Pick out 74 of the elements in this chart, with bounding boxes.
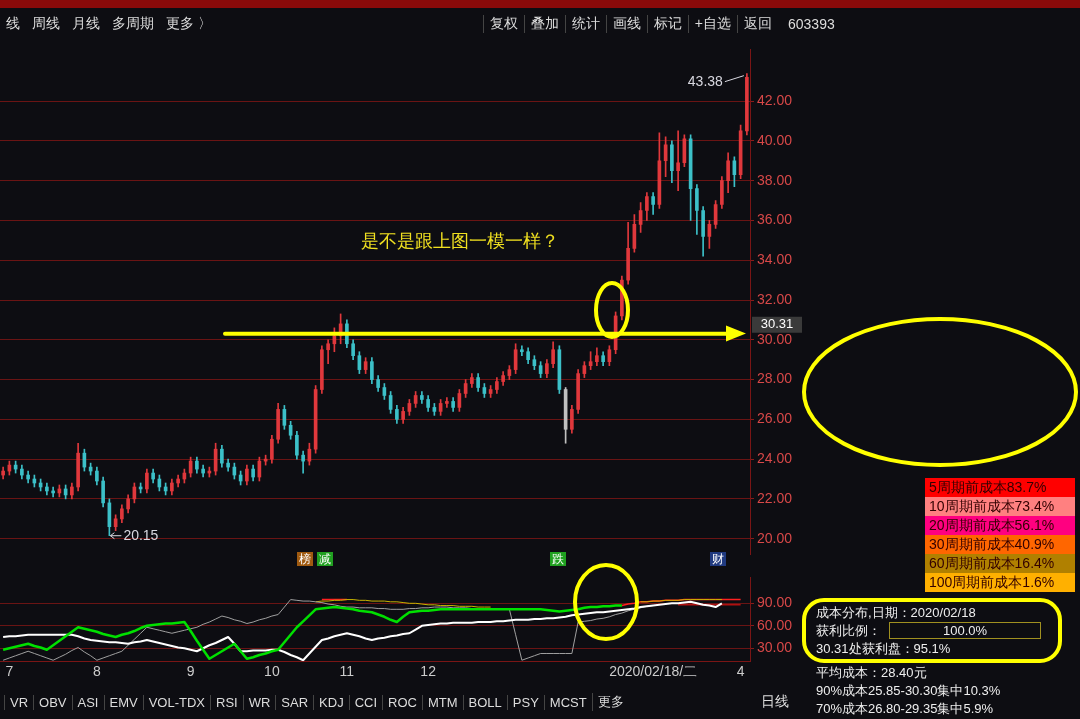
- y-tick-label: 90.00: [757, 594, 793, 611]
- x-tick-label: 8: [92, 663, 101, 680]
- category-label: 60周期前成本16.4%: [925, 554, 1075, 573]
- text: PSY: [506, 694, 544, 710]
- annotation: 榜: [299, 552, 311, 567]
- y-tick-label: 22.00: [757, 489, 793, 506]
- text: BOLL: [462, 694, 507, 710]
- text: ROC: [382, 694, 422, 710]
- text: 70%成本26.80-29.35集中5.9%: [816, 700, 995, 718]
- category-label: 20周期前成本56.1%: [925, 516, 1075, 535]
- text: +自选: [687, 15, 737, 33]
- text: MTM: [421, 694, 463, 710]
- annotation: 减: [319, 552, 331, 567]
- text: 平均成本：28.40元: [816, 664, 928, 682]
- annotation: 43.38: [687, 72, 724, 89]
- y-tick-label: 26.00: [757, 410, 793, 427]
- text: KDJ: [313, 694, 349, 710]
- y-tick-label: 28.00: [757, 370, 793, 387]
- x-tick-label: 10: [264, 663, 280, 680]
- category-label: 10周期前成本73.4%: [925, 497, 1075, 516]
- category-label: 5周期前成本83.7%: [925, 478, 1075, 497]
- text: 统计: [564, 15, 606, 33]
- text: 多周期: [111, 15, 155, 33]
- y-tick-label: 30.00: [757, 639, 793, 656]
- y-tick-label: 40.00: [757, 131, 793, 148]
- x-tick-label: 2020/02/18/二: [609, 663, 698, 680]
- text: 复权: [482, 15, 524, 33]
- x-tick-label: 7: [5, 663, 14, 680]
- text: 更多: [591, 693, 629, 711]
- ref-line-label: 30.31: [760, 316, 794, 332]
- text: 100.0%: [889, 622, 1041, 639]
- annotation: 是不是跟上图一模一样？: [361, 230, 559, 251]
- text: ASI: [71, 694, 104, 710]
- y-tick-label: 32.00: [757, 290, 793, 307]
- text: OBV: [33, 694, 72, 710]
- text: 周线: [31, 15, 61, 33]
- text: 成本分布,日期：2020/02/18: [816, 604, 977, 622]
- text: VR: [4, 694, 34, 710]
- text: SAR: [275, 694, 314, 710]
- text: 返回: [737, 15, 778, 33]
- text: VOL-TDX: [142, 694, 211, 710]
- x-tick-label: 12: [420, 663, 437, 680]
- y-tick-label: 34.00: [757, 251, 793, 268]
- text: 获利比例：: [816, 623, 881, 638]
- text: 画线: [605, 15, 647, 33]
- x-tick-label: 9: [186, 663, 195, 680]
- text: 月线: [71, 15, 101, 33]
- annotation: 财: [712, 552, 724, 567]
- y-tick-label: 24.00: [757, 449, 793, 466]
- text: WR: [242, 694, 276, 710]
- text: EMV: [103, 694, 143, 710]
- y-tick-label: 30.00: [757, 330, 793, 347]
- text: MCST: [543, 694, 592, 710]
- text: CCI: [348, 694, 383, 710]
- annotation: 跌: [552, 552, 564, 567]
- text: 标记: [646, 15, 688, 33]
- category-label: 30周期前成本40.9%: [925, 535, 1075, 554]
- y-tick-label: 38.00: [757, 171, 793, 188]
- y-tick-label: 42.00: [757, 91, 793, 108]
- y-tick-label: 60.00: [757, 616, 793, 633]
- text: 90%成本25.85-30.30集中10.3%: [816, 682, 1002, 700]
- text: 30.31处获利盘：95.1%: [816, 640, 952, 658]
- y-tick-label: 36.00: [757, 211, 793, 228]
- text: 叠加: [523, 15, 565, 33]
- x-tick-label: 11: [339, 663, 355, 680]
- annotation: 20.15: [123, 526, 159, 543]
- y-tick-label: 20.00: [757, 529, 793, 546]
- text: 线: [5, 15, 21, 33]
- text: RSI: [210, 694, 243, 710]
- category-label: 100周期前成本1.6%: [925, 573, 1075, 592]
- text: 更多 〉: [165, 15, 213, 33]
- text: 日线: [760, 693, 790, 711]
- text: 603393: [787, 16, 836, 32]
- x-tick-label: 4: [736, 663, 745, 680]
